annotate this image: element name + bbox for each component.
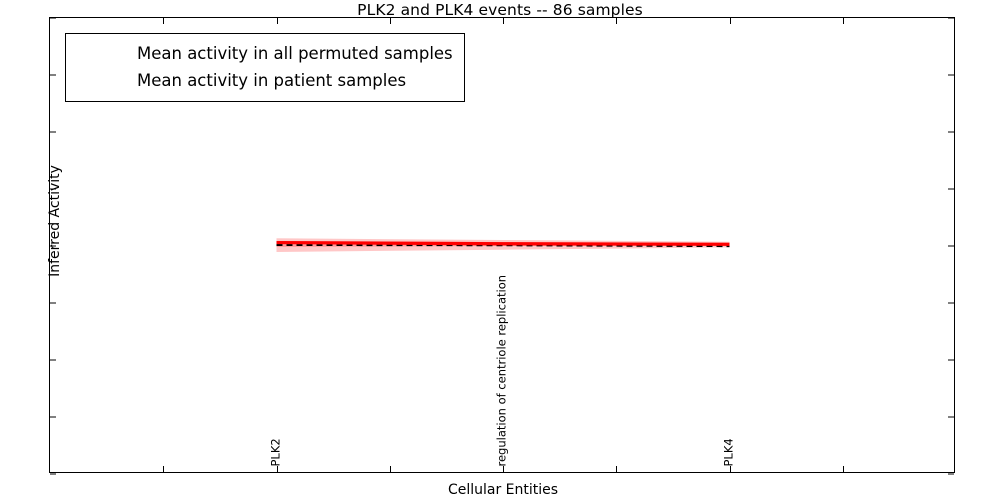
x-tick-mark — [276, 18, 278, 24]
legend-entry: Mean activity in all permuted samples — [75, 40, 453, 67]
x-tick-mark — [276, 466, 278, 472]
x-tick-mark — [729, 466, 731, 472]
legend-label-permuted: Mean activity in all permuted samples — [137, 44, 453, 63]
y-tick-mark — [50, 302, 56, 304]
x-tick-mark — [389, 466, 391, 472]
y-tick-mark — [50, 359, 56, 361]
x-tick-mark — [616, 466, 618, 472]
y-tick-mark — [948, 74, 954, 76]
x-axis-label: Cellular Entities — [447, 482, 559, 498]
series-line-patient — [276, 240, 730, 246]
chart-title: PLK2 and PLK4 events -- 86 samples — [357, 1, 643, 19]
y-tick-mark — [50, 188, 56, 190]
x-tick-mark — [842, 466, 844, 472]
y-tick-mark — [948, 188, 954, 190]
chart-legend: Mean activity in all permuted samples Me… — [65, 33, 465, 102]
x-tick-mark — [163, 18, 165, 24]
series-line-permuted — [276, 243, 730, 248]
x-tick-mark — [729, 18, 731, 24]
x-tick-mark — [389, 18, 391, 24]
x-tick-mark — [842, 18, 844, 24]
x-tick-mark — [616, 18, 618, 24]
y-tick-mark — [50, 131, 56, 133]
y-tick-mark — [50, 74, 56, 76]
y-tick-mark — [948, 245, 954, 247]
x-tick-mark — [503, 466, 504, 472]
y-tick-mark — [50, 17, 56, 19]
y-tick-mark — [948, 131, 954, 133]
y-tick-mark — [948, 17, 954, 19]
y-tick-mark — [948, 473, 954, 475]
y-tick-mark — [948, 359, 954, 361]
y-tick-mark — [948, 302, 954, 304]
y-tick-mark — [50, 416, 56, 418]
legend-label-patient: Mean activity in patient samples — [137, 71, 407, 90]
legend-entry: Mean activity in patient samples — [75, 67, 453, 94]
y-tick-mark — [50, 245, 56, 247]
y-tick-mark — [948, 416, 954, 418]
data-series-svg — [276, 238, 730, 252]
x-tick-mark — [163, 466, 165, 472]
y-tick-mark — [50, 473, 56, 475]
plot-data-layer — [50, 18, 954, 472]
plot-area: Inferred Activity Cellular Entities 4321… — [47, 17, 955, 498]
x-tick-mark — [503, 18, 504, 24]
